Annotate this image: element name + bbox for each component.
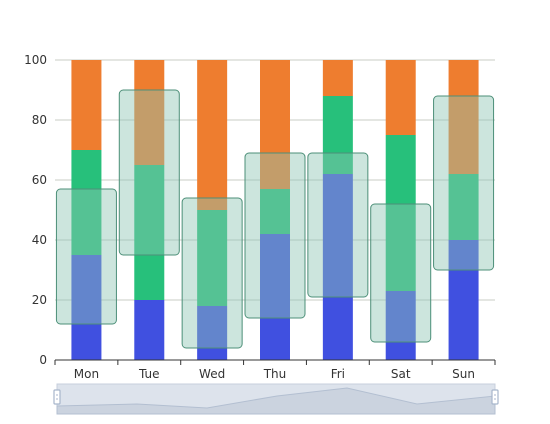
y-tick-label: 60 <box>32 173 47 187</box>
bar-segment <box>385 60 416 135</box>
bar-segment <box>448 60 479 174</box>
data-zoom-preview-area <box>56 387 496 415</box>
bars-layer <box>71 60 479 360</box>
bar-segment <box>448 174 479 240</box>
bar-segment <box>260 60 290 189</box>
x-tick-label: Thu <box>263 367 287 381</box>
x-tick-label: Wed <box>199 367 225 381</box>
x-tick-label: Tue <box>138 367 160 381</box>
range-box <box>118 89 180 256</box>
bar-segment <box>322 96 353 174</box>
bar-segment <box>71 60 102 150</box>
bar-segment <box>385 291 416 360</box>
y-tick-label: 0 <box>39 353 47 367</box>
y-tick-label: 100 <box>24 53 47 67</box>
bar-segment <box>448 240 479 360</box>
range-box <box>181 197 243 349</box>
x-tick-label: Mon <box>74 367 99 381</box>
x-tick-label: Fri <box>331 367 345 381</box>
bar-segment <box>134 60 165 165</box>
bar-segment <box>197 210 228 306</box>
range-box <box>307 152 369 298</box>
bar-segment <box>385 135 416 291</box>
bar-segment <box>71 255 102 360</box>
data-zoom-left-handle[interactable] <box>53 389 61 405</box>
data-zoom-slider[interactable] <box>53 383 499 415</box>
x-tick-label: Sat <box>391 367 411 381</box>
range-box <box>370 203 432 343</box>
bar-segment <box>322 174 353 360</box>
bar-segment <box>134 300 165 360</box>
bar-segment <box>197 306 228 360</box>
x-tick-label: Sun <box>452 367 475 381</box>
bar-segment <box>322 60 353 96</box>
range-box <box>244 152 306 319</box>
y-tick-label: 80 <box>32 113 47 127</box>
y-tick-label: 20 <box>32 293 47 307</box>
bar-segment <box>134 165 165 300</box>
range-box <box>433 95 495 271</box>
axes-layer: 0 20 40 60 80 100 Mon Tue Wed Thu Fri Sat Sun <box>24 53 496 381</box>
bar-segment <box>260 234 290 360</box>
bar-segment <box>260 189 290 234</box>
range-box <box>55 188 117 325</box>
data-zoom-right-handle[interactable] <box>491 389 499 405</box>
bar-segment <box>71 150 102 255</box>
y-tick-label: 40 <box>32 233 47 247</box>
range-boxes-layer <box>55 89 495 349</box>
bar-segment <box>197 60 228 210</box>
